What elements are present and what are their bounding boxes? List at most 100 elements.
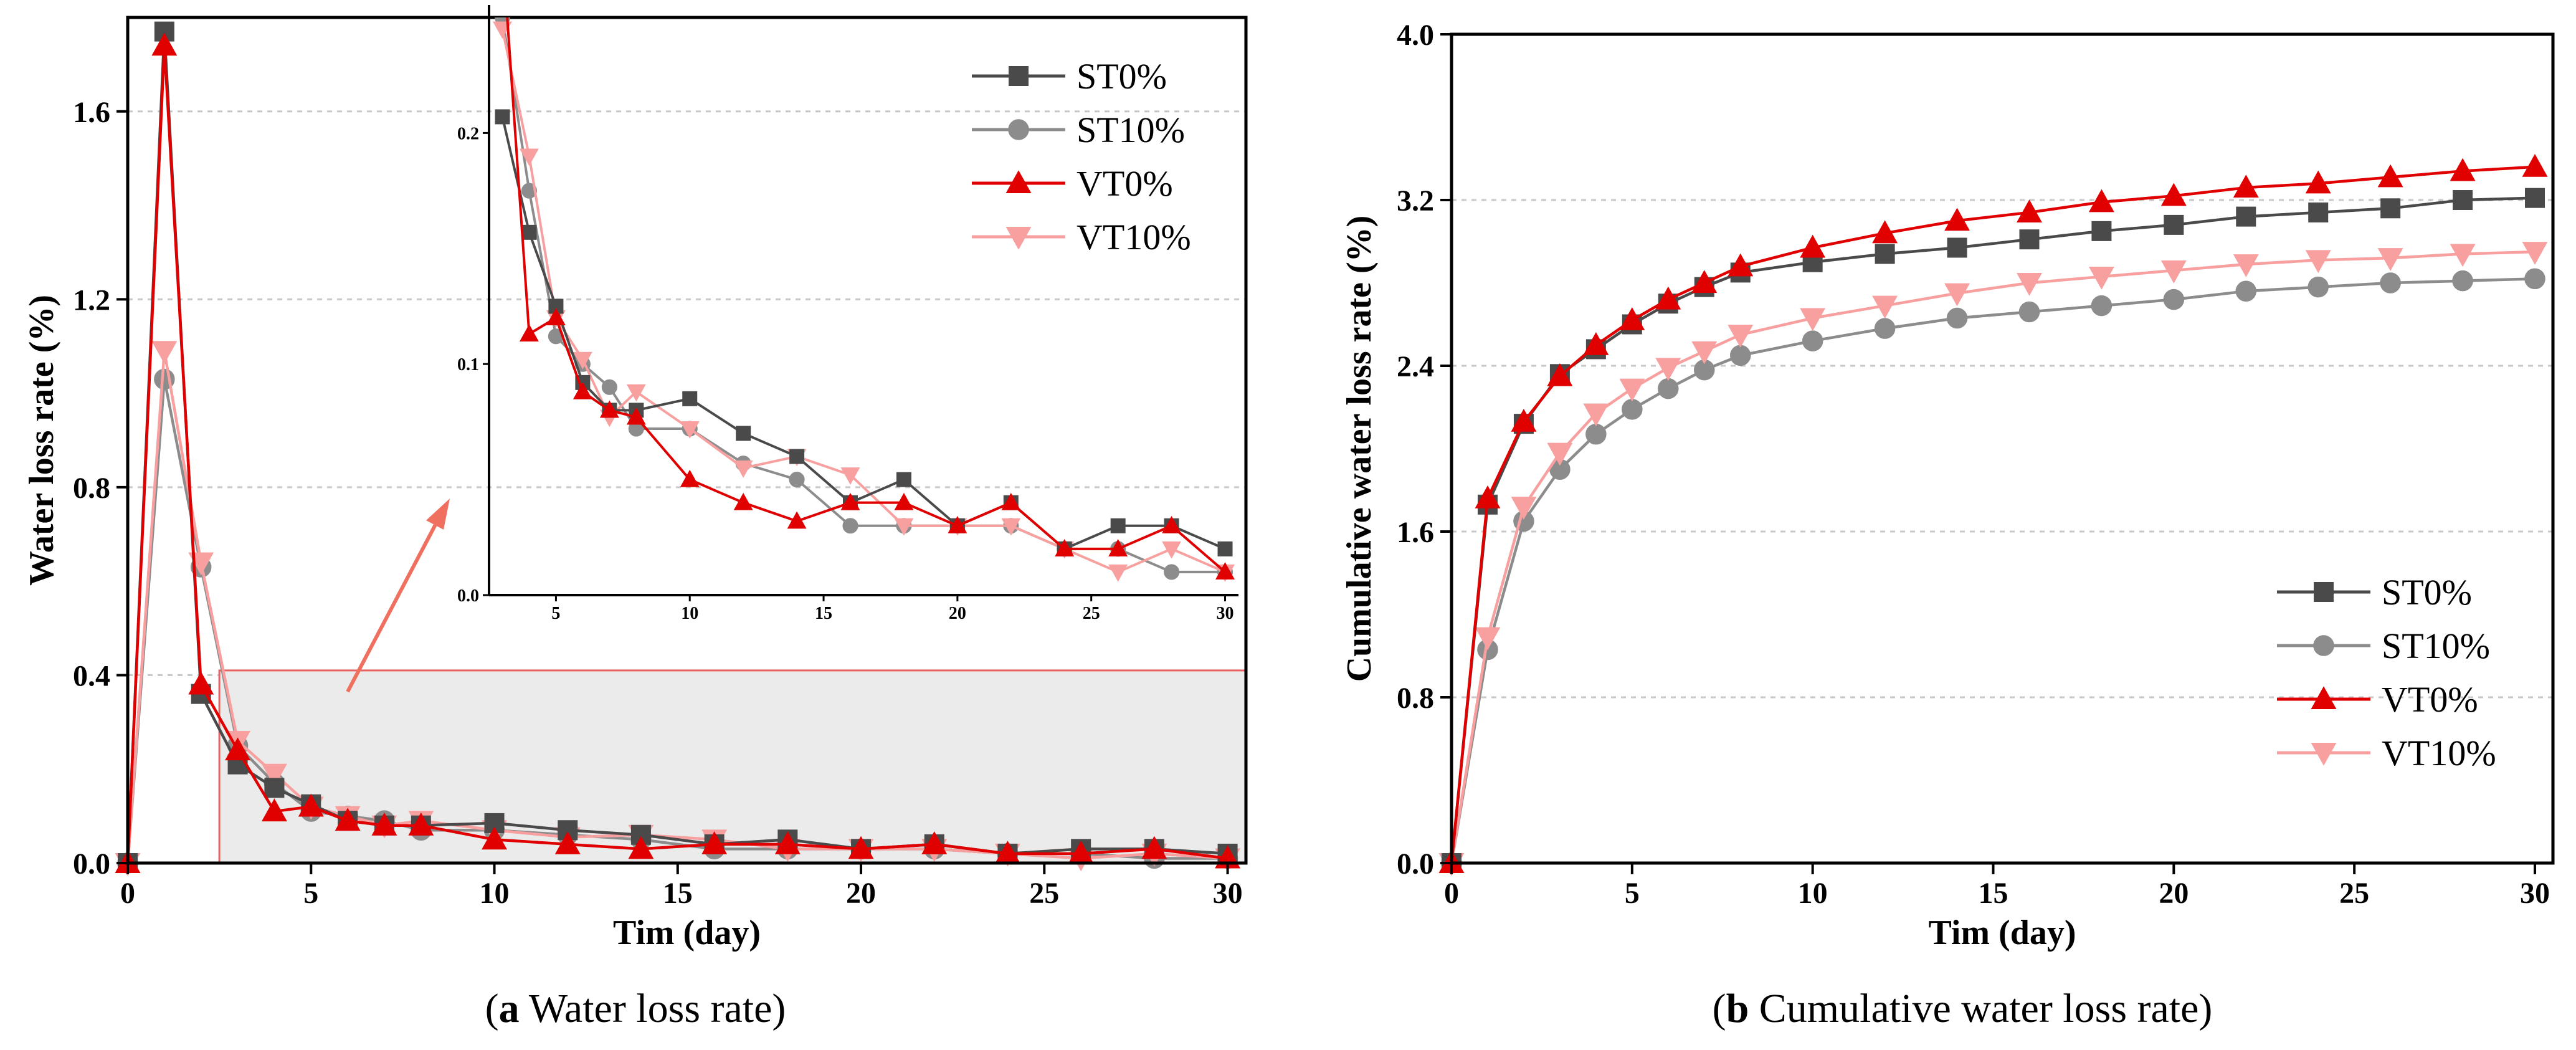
inset-data-point-vt0 bbox=[948, 515, 967, 533]
inset-data-point-vt0 bbox=[894, 492, 914, 510]
inset-data-point-vt0 bbox=[787, 511, 807, 529]
legend-label-vt0: VT0% bbox=[1077, 163, 1173, 204]
legend-marker-st10 bbox=[1008, 119, 1029, 140]
legend-label-vt10: VT10% bbox=[2382, 733, 2496, 773]
data-point-vt0 bbox=[2377, 164, 2403, 188]
data-point-vt10 bbox=[151, 341, 178, 365]
data-point-st10 bbox=[1802, 330, 1823, 351]
data-point-vt10 bbox=[1619, 378, 1645, 402]
y-tick-label: 1.6 bbox=[1397, 516, 1434, 549]
legend-label-st0: ST0% bbox=[1077, 56, 1167, 97]
inset-y-tick-label: 0.0 bbox=[457, 586, 479, 606]
chart-a-water-loss-rate: 0 5 10 15 20 25 30 0.0 0.4 0.8 1.2 1.6 Tim (day) Wate… bbox=[22, 5, 1248, 952]
data-point-st0 bbox=[2525, 188, 2545, 208]
inset-data-point-vt10 bbox=[840, 467, 860, 485]
inset-data-point-st0 bbox=[896, 472, 911, 487]
data-point-st10 bbox=[2018, 301, 2040, 323]
data-point-vt10 bbox=[1691, 341, 1718, 365]
data-point-vt10 bbox=[261, 763, 287, 787]
data-point-vt10 bbox=[1728, 325, 1754, 348]
data-point-vt0 bbox=[2088, 189, 2114, 212]
inset-data-point-st10 bbox=[1164, 564, 1180, 580]
y-tick-label: 0.8 bbox=[73, 472, 110, 505]
data-point-st10 bbox=[1874, 318, 1896, 339]
data-point-st0 bbox=[154, 21, 174, 42]
caption-a-label: a bbox=[499, 986, 520, 1031]
inset-data-point-vt0 bbox=[599, 400, 619, 418]
inset-data-point-vt0 bbox=[733, 492, 753, 510]
inset-data-point-st0 bbox=[789, 449, 805, 464]
inset-data-point-st0 bbox=[1110, 518, 1126, 533]
data-point-vt0 bbox=[774, 831, 801, 854]
data-point-vt10 bbox=[2450, 244, 2476, 267]
x-axis-title: Tim (day) bbox=[1929, 914, 2076, 952]
inset-y-tick-label: 0.2 bbox=[457, 124, 479, 143]
inset-data-point-vt10 bbox=[733, 461, 753, 478]
data-point-vt0 bbox=[482, 826, 507, 850]
series-line-st0 bbox=[1450, 196, 2536, 864]
inset-x-tick-label: 10 bbox=[681, 604, 698, 623]
data-point-vt10 bbox=[2305, 250, 2331, 274]
legend-label-vt0: VT0% bbox=[2382, 679, 2478, 720]
inset-data-point-vt10 bbox=[626, 384, 646, 402]
data-point-vt0 bbox=[2017, 199, 2042, 222]
legend-label-st10: ST10% bbox=[1077, 110, 1185, 150]
inset-data-point-vt10 bbox=[680, 421, 700, 439]
data-point-vt0 bbox=[1511, 408, 1537, 432]
inset-data-point-vt10 bbox=[1162, 541, 1182, 559]
plot-frame bbox=[1450, 32, 2555, 865]
inset-data-point-vt0 bbox=[840, 492, 860, 510]
legend-label-st0: ST0% bbox=[2382, 572, 2472, 613]
inset-x-tick-label: 15 bbox=[815, 604, 832, 623]
y-axis-title: Water loss rate (%) bbox=[22, 295, 61, 586]
data-point-vt0 bbox=[188, 671, 214, 695]
caption-b: (b Cumulative water loss rate) bbox=[1713, 986, 2213, 1031]
data-point-vt0 bbox=[2160, 183, 2187, 206]
data-point-vt0 bbox=[1800, 234, 1826, 258]
data-point-st0 bbox=[1947, 237, 1967, 258]
series-line-vt10 bbox=[1450, 250, 2536, 864]
y-axis-title: Cumulative water loss rate (%) bbox=[1340, 216, 1379, 682]
data-point-st0 bbox=[2308, 202, 2329, 222]
inset-data-point-vt0 bbox=[1055, 539, 1075, 556]
x-tick-label: 5 bbox=[1625, 877, 1640, 910]
data-point-vt0 bbox=[1475, 485, 1501, 508]
data-point-vt0 bbox=[1872, 220, 1898, 244]
legend: ST0% ST10% VT0% VT10% bbox=[2277, 572, 2496, 773]
inset-data-point-vt0 bbox=[1215, 562, 1235, 580]
data-point-vt10 bbox=[1511, 497, 1537, 520]
data-point-st0 bbox=[264, 778, 285, 798]
data-point-vt0 bbox=[1691, 270, 1718, 293]
data-point-vt10 bbox=[1800, 308, 1826, 332]
data-point-vt0 bbox=[151, 32, 178, 56]
data-point-st0 bbox=[2091, 221, 2112, 241]
data-point-vt10 bbox=[2377, 248, 2403, 271]
y-tick-label: 1.6 bbox=[73, 96, 110, 129]
data-point-vt0 bbox=[225, 737, 251, 761]
data-point-vt0 bbox=[848, 836, 874, 859]
inset-x-tick-label: 20 bbox=[949, 604, 966, 623]
x-tick-label: 10 bbox=[480, 877, 510, 910]
data-point-vt0 bbox=[335, 808, 361, 831]
data-point-st10 bbox=[1622, 399, 1643, 420]
x-tick-label: 0 bbox=[120, 877, 135, 910]
data-point-st10 bbox=[2307, 276, 2329, 298]
zoom-arrow bbox=[346, 499, 450, 693]
chart-b-cumulative-water-loss-rate: 0 5 10 15 20 25 30 0.0 0.8 1.6 2.4 3.2 4.0 Tim (day) C… bbox=[1340, 19, 2555, 952]
y-tick-label: 4.0 bbox=[1397, 19, 1434, 52]
data-point-st0 bbox=[2380, 198, 2401, 219]
inset-data-point-st10 bbox=[601, 379, 617, 395]
data-point-st10 bbox=[2163, 289, 2185, 310]
data-point-vt10 bbox=[2233, 254, 2259, 277]
inset-data-point-vt0 bbox=[519, 324, 539, 341]
inset-x-tick-label: 25 bbox=[1083, 604, 1100, 623]
inset-data-point-vt10 bbox=[1001, 518, 1021, 536]
data-point-vt0 bbox=[408, 812, 434, 836]
legend-marker-st0 bbox=[2314, 582, 2334, 602]
data-point-st10 bbox=[1946, 307, 1968, 329]
data-point-st10 bbox=[1729, 345, 1751, 366]
x-tick-label: 20 bbox=[2159, 877, 2189, 910]
data-point-st10 bbox=[2524, 268, 2545, 290]
y-tick-label: 3.2 bbox=[1397, 184, 1434, 217]
inset-data-point-vt10 bbox=[519, 148, 539, 166]
